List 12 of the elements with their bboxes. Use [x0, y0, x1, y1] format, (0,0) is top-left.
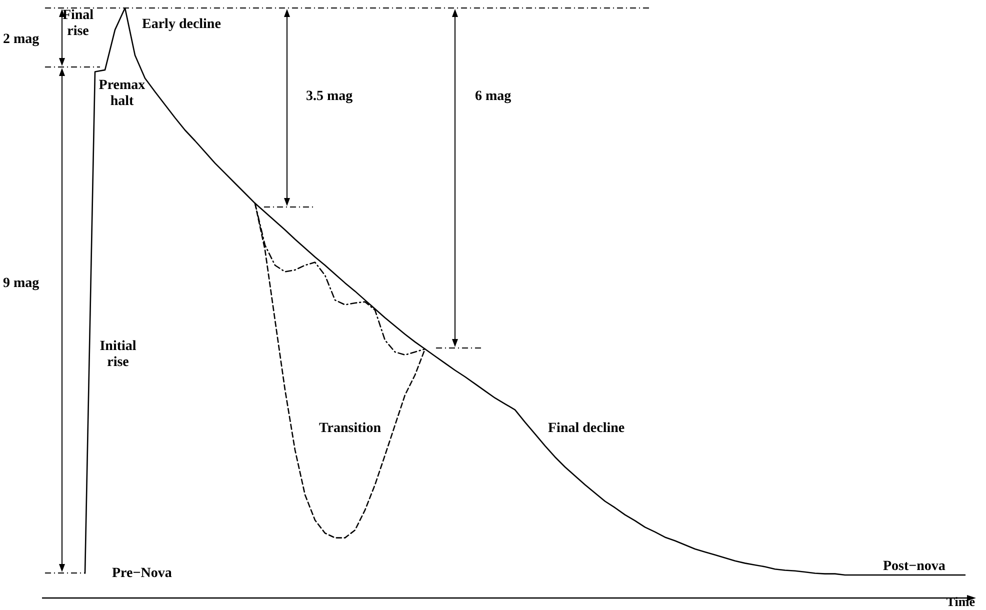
text: 2 mag	[3, 32, 40, 47]
annotation: Early decline	[142, 17, 221, 32]
annotation: Final rise	[62, 8, 94, 39]
annotation: Initial rise	[100, 339, 136, 370]
annotation: Premax halt	[98, 78, 146, 109]
annotation: Final decline	[548, 421, 625, 436]
annotation: Pre−Nova	[112, 566, 172, 581]
text: 9 mag	[3, 276, 40, 291]
annotation: Transition	[319, 421, 382, 436]
annotation: 3.5 mag	[306, 89, 353, 104]
annotation: 6 mag	[475, 89, 512, 104]
annotation: Post−nova	[883, 559, 946, 574]
